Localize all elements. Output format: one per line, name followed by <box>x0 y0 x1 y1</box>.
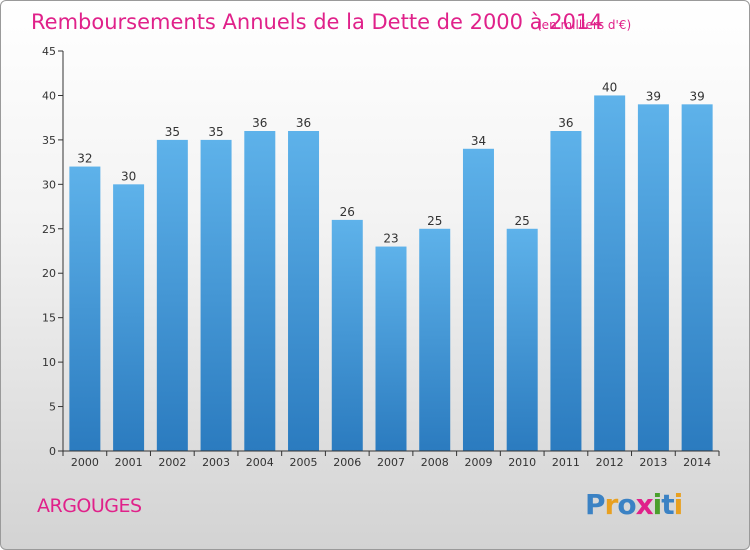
bar-2014 <box>681 104 713 451</box>
logo-letter: i <box>673 488 684 521</box>
bar-2012 <box>594 95 626 451</box>
bar-2003 <box>200 139 232 451</box>
bar-2010 <box>506 228 538 451</box>
bar-value-label: 35 <box>208 125 223 139</box>
bar-value-label: 35 <box>165 125 180 139</box>
x-tick-label: 2002 <box>158 456 186 469</box>
y-tick-label: 40 <box>42 89 56 102</box>
logo-letter: i <box>652 488 663 521</box>
bar-2008 <box>419 228 451 451</box>
x-tick-label: 2003 <box>202 456 230 469</box>
logo-letter: r <box>604 488 619 521</box>
chart-title: Remboursements Annuels de la Dette de 20… <box>31 10 603 34</box>
x-tick-label: 2001 <box>115 456 143 469</box>
x-tick-label: 2007 <box>377 456 405 469</box>
bar-value-label: 40 <box>602 80 617 94</box>
x-axis: 2000 2001 2002 2003 2004 2005 2006 2007 2008 2009… <box>62 450 720 469</box>
y-tick-label: 45 <box>42 45 56 58</box>
bar-value-label: 32 <box>77 152 92 166</box>
bar-2007 <box>375 246 407 451</box>
x-tick-label: 2000 <box>71 456 99 469</box>
logo-letter: x <box>635 488 654 521</box>
x-tick-label: 2009 <box>464 456 492 469</box>
x-tick-label: 2013 <box>639 456 667 469</box>
chart-subtitle: (en milliers d'€) <box>537 18 631 32</box>
y-tick-label: 5 <box>49 401 56 414</box>
y-tick-label: 30 <box>42 178 56 191</box>
logo-letter: o <box>617 488 636 521</box>
x-tick-label: 2006 <box>333 456 361 469</box>
y-tick-label: 0 <box>49 445 56 458</box>
y-tick-label: 15 <box>42 312 56 325</box>
bar-value-label: 26 <box>340 205 355 219</box>
bar-2013 <box>637 104 669 451</box>
x-tick-label: 2014 <box>683 456 711 469</box>
bar-value-label: 34 <box>471 134 486 148</box>
bar-2009 <box>462 148 494 451</box>
bar-2002 <box>156 139 188 451</box>
x-tick-label: 2008 <box>421 456 449 469</box>
bar-value-label: 36 <box>296 116 311 130</box>
bar-value-label: 23 <box>383 232 398 246</box>
place-name: ARGOUGES <box>37 495 142 517</box>
x-tick-label: 2005 <box>290 456 318 469</box>
x-tick-label: 2011 <box>552 456 580 469</box>
bars-group: 32 30 35 35 36 36 26 23 25 34 25 36 40 39 39 <box>69 80 713 452</box>
logo-letter: t <box>661 488 674 521</box>
y-tick-label: 20 <box>42 267 56 280</box>
x-tick-label: 2010 <box>508 456 536 469</box>
bar-2011 <box>550 131 582 451</box>
bar-value-label: 30 <box>121 169 136 183</box>
bar-2005 <box>288 131 320 451</box>
bar-value-label: 36 <box>252 116 267 130</box>
bar-value-label: 36 <box>558 116 573 130</box>
proxiti-logo: Proxiti <box>585 488 684 521</box>
x-tick-label: 2004 <box>246 456 274 469</box>
bar-2004 <box>244 131 276 451</box>
bar-2001 <box>113 184 145 452</box>
bar-2006 <box>331 219 363 451</box>
y-tick-label: 10 <box>42 356 56 369</box>
bar-value-label: 25 <box>515 214 530 228</box>
logo-letter: P <box>585 488 606 521</box>
y-axis: 0 5 10 15 20 25 30 35 40 45 <box>42 45 64 458</box>
x-tick-label: 2012 <box>596 456 624 469</box>
bar-value-label: 25 <box>427 214 442 228</box>
y-tick-label: 25 <box>42 223 56 236</box>
bar-value-label: 39 <box>689 89 704 103</box>
bar-value-label: 39 <box>646 89 661 103</box>
bar-2000 <box>69 166 101 452</box>
y-tick-label: 35 <box>42 134 56 147</box>
